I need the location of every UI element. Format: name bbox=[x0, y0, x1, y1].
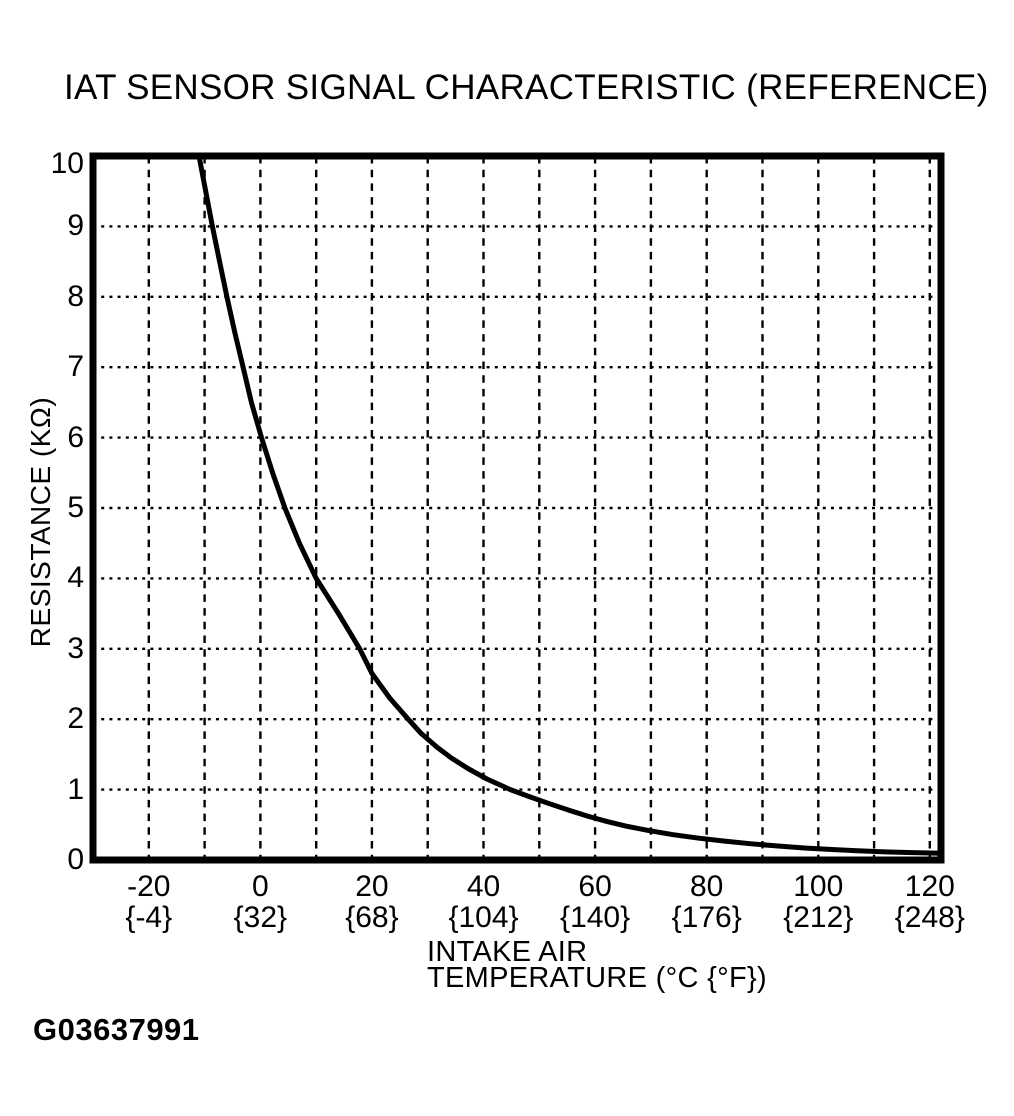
y-tick-label: 2 bbox=[67, 702, 84, 736]
y-tick-label: 6 bbox=[67, 420, 84, 454]
y-tick-label: 10 bbox=[50, 147, 84, 180]
chart-title: IAT SENSOR SIGNAL CHARACTERISTIC (REFERE… bbox=[64, 68, 989, 107]
x-tick-label-celsius: 20 bbox=[355, 870, 389, 903]
x-tick-label-fahrenheit: {-4} bbox=[125, 901, 173, 934]
x-axis-title: INTAKE AIR TEMPERATURE (°C {°F}) bbox=[427, 936, 767, 994]
x-tick-label-celsius: 40 bbox=[466, 870, 501, 903]
x-tick-label-celsius: 80 bbox=[689, 870, 724, 903]
figure-id: G03637991 bbox=[33, 1012, 200, 1047]
y-tick-label: 8 bbox=[67, 279, 84, 313]
x-tick-label-fahrenheit: {176} bbox=[671, 901, 742, 934]
y-tick-label: 1 bbox=[67, 772, 84, 806]
x-tick-label-celsius: 120 bbox=[904, 870, 955, 903]
x-tick-label-fahrenheit: {32} bbox=[233, 901, 288, 934]
y-tick-label: 9 bbox=[67, 209, 84, 243]
y-tick-label: 5 bbox=[67, 491, 84, 524]
y-tick-label: 4 bbox=[67, 561, 84, 595]
x-tick-label-fahrenheit: {212} bbox=[783, 901, 854, 934]
x-tick-label-celsius: 60 bbox=[578, 870, 612, 903]
resistance-curve bbox=[196, 153, 944, 856]
x-tick-label-celsius: 0 bbox=[252, 870, 269, 903]
y-tick-label: 0 bbox=[67, 843, 84, 876]
x-tick-label-fahrenheit: {68} bbox=[345, 901, 399, 934]
x-tick-label-celsius: 100 bbox=[793, 870, 844, 903]
x-tick-label-fahrenheit: {104} bbox=[448, 901, 519, 934]
x-tick-label-celsius: -20 bbox=[127, 870, 171, 903]
x-axis-title-line2: TEMPERATURE (°C {°F}) bbox=[427, 962, 767, 994]
plot-frame bbox=[89, 152, 945, 864]
x-axis-title-line1: INTAKE AIR bbox=[427, 936, 588, 968]
y-tick-label: 7 bbox=[67, 350, 84, 384]
y-tick-label: 3 bbox=[67, 631, 84, 665]
x-tick-label-fahrenheit: {248} bbox=[894, 901, 965, 934]
x-tick-label-fahrenheit: {140} bbox=[560, 901, 631, 934]
